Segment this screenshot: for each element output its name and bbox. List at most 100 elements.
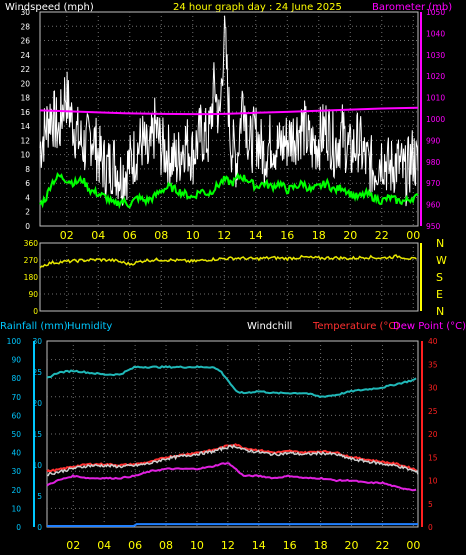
wind-x-tick-label: 16 (280, 229, 294, 242)
temperature-panel: 0 10 20 30 40 50 60 70 80 90 100 0 5 10 15 20 25 30 0 5 10… (7, 337, 438, 552)
humidity-y-ticks: 0 10 20 30 40 50 60 70 80 90 100 (7, 337, 22, 532)
barometer-y-tick-label: 980 (426, 158, 441, 167)
humidity-y-tick-label: 40 (11, 449, 21, 458)
barometer-y-tick-label: 960 (426, 201, 441, 210)
windchill-line (46, 444, 419, 477)
temperature-x-tick-label: 22 (375, 539, 389, 552)
rainfall-y-tick-label: 0 (37, 523, 42, 532)
rainfall-line (47, 523, 418, 527)
barometer-y-tick-label: 1020 (426, 72, 445, 81)
humidity-y-tick-label: 10 (11, 504, 21, 513)
rainfall-axis-title: Rainfall (mm) (0, 321, 68, 332)
temperature-y-tick-label: 0 (428, 523, 433, 532)
humidity-y-tick-label: 100 (7, 337, 22, 346)
wind-x-tick-label: 20 (343, 229, 357, 242)
wind-y-tick-label: 0 (25, 222, 30, 231)
temperature-x-tick-label: 12 (221, 539, 235, 552)
wind-y-tick-label: 22 (20, 65, 30, 74)
wind-y-tick-label: 12 (20, 136, 30, 145)
wind-x-tick-label: 18 (312, 229, 326, 242)
direction-y-tick-label: 360 (24, 239, 39, 248)
temperature-series (46, 365, 419, 527)
humidity-y-tick-label: 30 (11, 467, 21, 476)
humidity-axis-title: Humidity (67, 321, 112, 332)
barometer-y-tick-label: 970 (426, 179, 441, 188)
temperature-y-tick-label: 25 (428, 407, 438, 416)
temperature-y-tick-label: 5 (428, 500, 433, 509)
humidity-y-tick-label: 70 (11, 393, 21, 402)
humidity-y-tick-label: 90 (11, 356, 21, 365)
direction-y-tick-label: 0 (33, 307, 38, 316)
humidity-y-tick-label: 80 (11, 374, 21, 383)
barometer-y-tick-label: 1040 (426, 29, 445, 38)
direction-series (39, 254, 417, 269)
temperature-x-tick-label: 08 (159, 539, 173, 552)
temperature-x-tick-label: 06 (128, 539, 142, 552)
rainfall-y-tick-label: 10 (32, 461, 42, 470)
rainfall-y-tick-label: 25 (32, 368, 42, 377)
temperature-y-tick-label: 40 (428, 337, 438, 346)
barometer-axis-title: Barometer (mb) (372, 2, 452, 13)
rainfall-y-tick-label: 30 (32, 337, 42, 346)
direction-y-ticks: 0 90 180 270 360 (24, 239, 39, 316)
direction-y-tick-label: 180 (24, 273, 39, 282)
compass-direction-label: E (436, 288, 443, 301)
wind-y-tick-label: 18 (20, 94, 30, 103)
wind-x-tick-label: 12 (217, 229, 231, 242)
compass-direction-label: W (436, 254, 447, 267)
wind-x-ticks: 02 04 06 08 10 12 14 16 18 20 22 00 (60, 229, 420, 242)
humidity-line (46, 365, 417, 398)
wind-y-tick-label: 16 (20, 108, 30, 117)
wind-y-tick-label: 30 (20, 8, 30, 17)
temperature-axis-title: Temperature (°C) (312, 321, 399, 332)
wind-x-tick-label: 08 (154, 229, 168, 242)
barometer-y-tick-label: 950 (426, 222, 441, 231)
wind-plot-area (39, 11, 419, 227)
temperature-x-tick-label: 14 (252, 539, 266, 552)
dewpoint-axis-title: Dew Point (°C) (393, 321, 466, 332)
wind-y-tick-label: 10 (20, 151, 30, 160)
humidity-y-tick-label: 50 (11, 430, 21, 439)
temperature-y-tick-label: 30 (428, 384, 438, 393)
temperature-x-tick-label: 18 (314, 539, 328, 552)
wind-x-tick-label: 06 (123, 229, 137, 242)
temperature-x-tick-label: 16 (283, 539, 297, 552)
temperature-x-tick-label: 20 (345, 539, 359, 552)
wind-y-tick-label: 24 (20, 51, 30, 60)
temperature-y-ticks: 0 5 10 15 20 25 30 35 40 (428, 337, 438, 532)
windspeed-average-line (39, 171, 419, 210)
temperature-x-tick-label: 04 (97, 539, 111, 552)
barometer-y-tick-label: 990 (426, 136, 441, 145)
wind-x-tick-label: 04 (91, 229, 105, 242)
temperature-x-tick-label: 10 (190, 539, 204, 552)
windspeed-gust-line (39, 15, 419, 207)
wind-x-tick-label: 00 (406, 229, 420, 242)
wind-y-tick-label: 26 (20, 37, 30, 46)
wind-direction-line (39, 254, 417, 269)
wind-y-tick-label: 2 (25, 208, 30, 217)
wind-x-tick-label: 10 (186, 229, 200, 242)
wind-series (39, 15, 419, 210)
rainfall-y-tick-label: 20 (32, 399, 42, 408)
rainfall-y-tick-label: 15 (32, 430, 42, 439)
wind-y-tick-label: 6 (25, 179, 30, 188)
wind-y-tick-label: 4 (25, 193, 30, 202)
graph-title: 24 hour graph day : 24 June 2025 (173, 2, 342, 13)
direction-y-tick-label: 270 (24, 256, 39, 265)
humidity-y-tick-label: 0 (16, 523, 21, 532)
rainfall-y-ticks: 0 5 10 15 20 25 30 (32, 337, 42, 532)
direction-grid (40, 243, 418, 311)
barometer-y-tick-label: 1030 (426, 51, 445, 60)
temperature-y-tick-label: 10 (428, 477, 438, 486)
temperature-x-ticks: 02 04 06 08 10 12 14 16 18 20 22 00 (66, 539, 420, 552)
temperature-x-tick-label: 02 (66, 539, 80, 552)
barometer-y-tick-label: 1010 (426, 94, 445, 103)
compass-direction-label: S (436, 271, 443, 284)
temperature-x-tick-label: 00 (406, 539, 420, 552)
humidity-y-tick-label: 20 (11, 486, 21, 495)
